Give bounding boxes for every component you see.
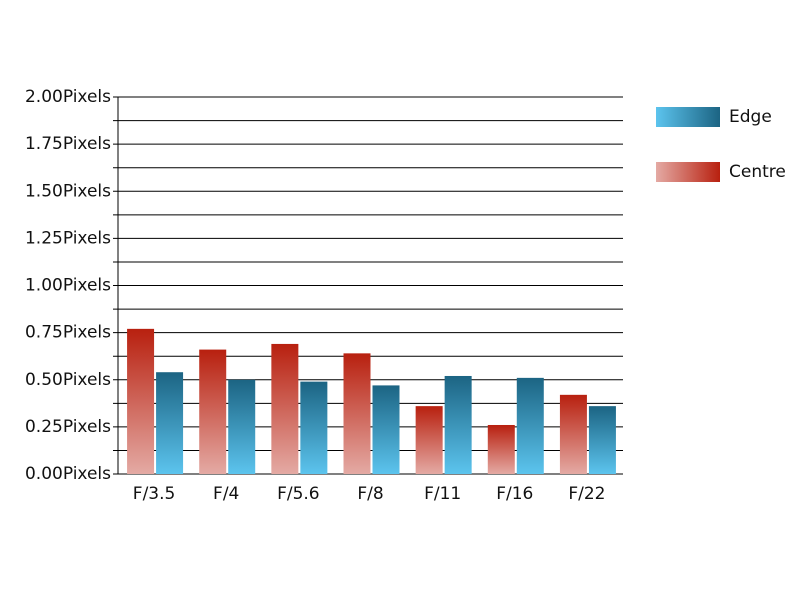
y-tick-label: 0.25Pixels xyxy=(25,417,111,437)
x-tick-label: F/11 xyxy=(424,484,461,504)
y-tick-label: 1.75Pixels xyxy=(25,134,111,154)
x-tick-label: F/22 xyxy=(568,484,605,504)
x-tick-label: F/4 xyxy=(213,484,239,504)
bar xyxy=(588,406,616,474)
y-tick-label: 1.00Pixels xyxy=(25,276,111,296)
y-tick-label: 2.00Pixels xyxy=(25,87,111,107)
y-tick-label: 1.25Pixels xyxy=(25,228,111,248)
legend-swatch xyxy=(656,107,720,127)
bar xyxy=(271,343,299,474)
bar xyxy=(127,328,155,474)
y-tick-label: 0.00Pixels xyxy=(25,464,111,484)
y-tick-label: 0.50Pixels xyxy=(25,370,111,390)
bar xyxy=(444,375,472,474)
x-tick-label: F/5.6 xyxy=(277,484,320,504)
x-tick-label: F/8 xyxy=(357,484,383,504)
y-tick-label: 1.50Pixels xyxy=(25,181,111,201)
bar xyxy=(156,372,184,474)
bar xyxy=(228,379,256,474)
bar xyxy=(415,406,443,474)
bar xyxy=(516,377,544,474)
bar xyxy=(487,424,515,474)
bar xyxy=(559,394,587,474)
legend-label: Edge xyxy=(729,107,772,127)
bar xyxy=(300,381,328,474)
y-tick-label: 0.75Pixels xyxy=(25,323,111,343)
legend-label: Centre xyxy=(729,162,786,182)
x-tick-label: F/3.5 xyxy=(133,484,176,504)
bar xyxy=(199,349,227,474)
x-tick-label: F/16 xyxy=(496,484,533,504)
legend-swatch xyxy=(656,162,720,182)
bar xyxy=(343,353,371,474)
bar xyxy=(372,385,400,474)
